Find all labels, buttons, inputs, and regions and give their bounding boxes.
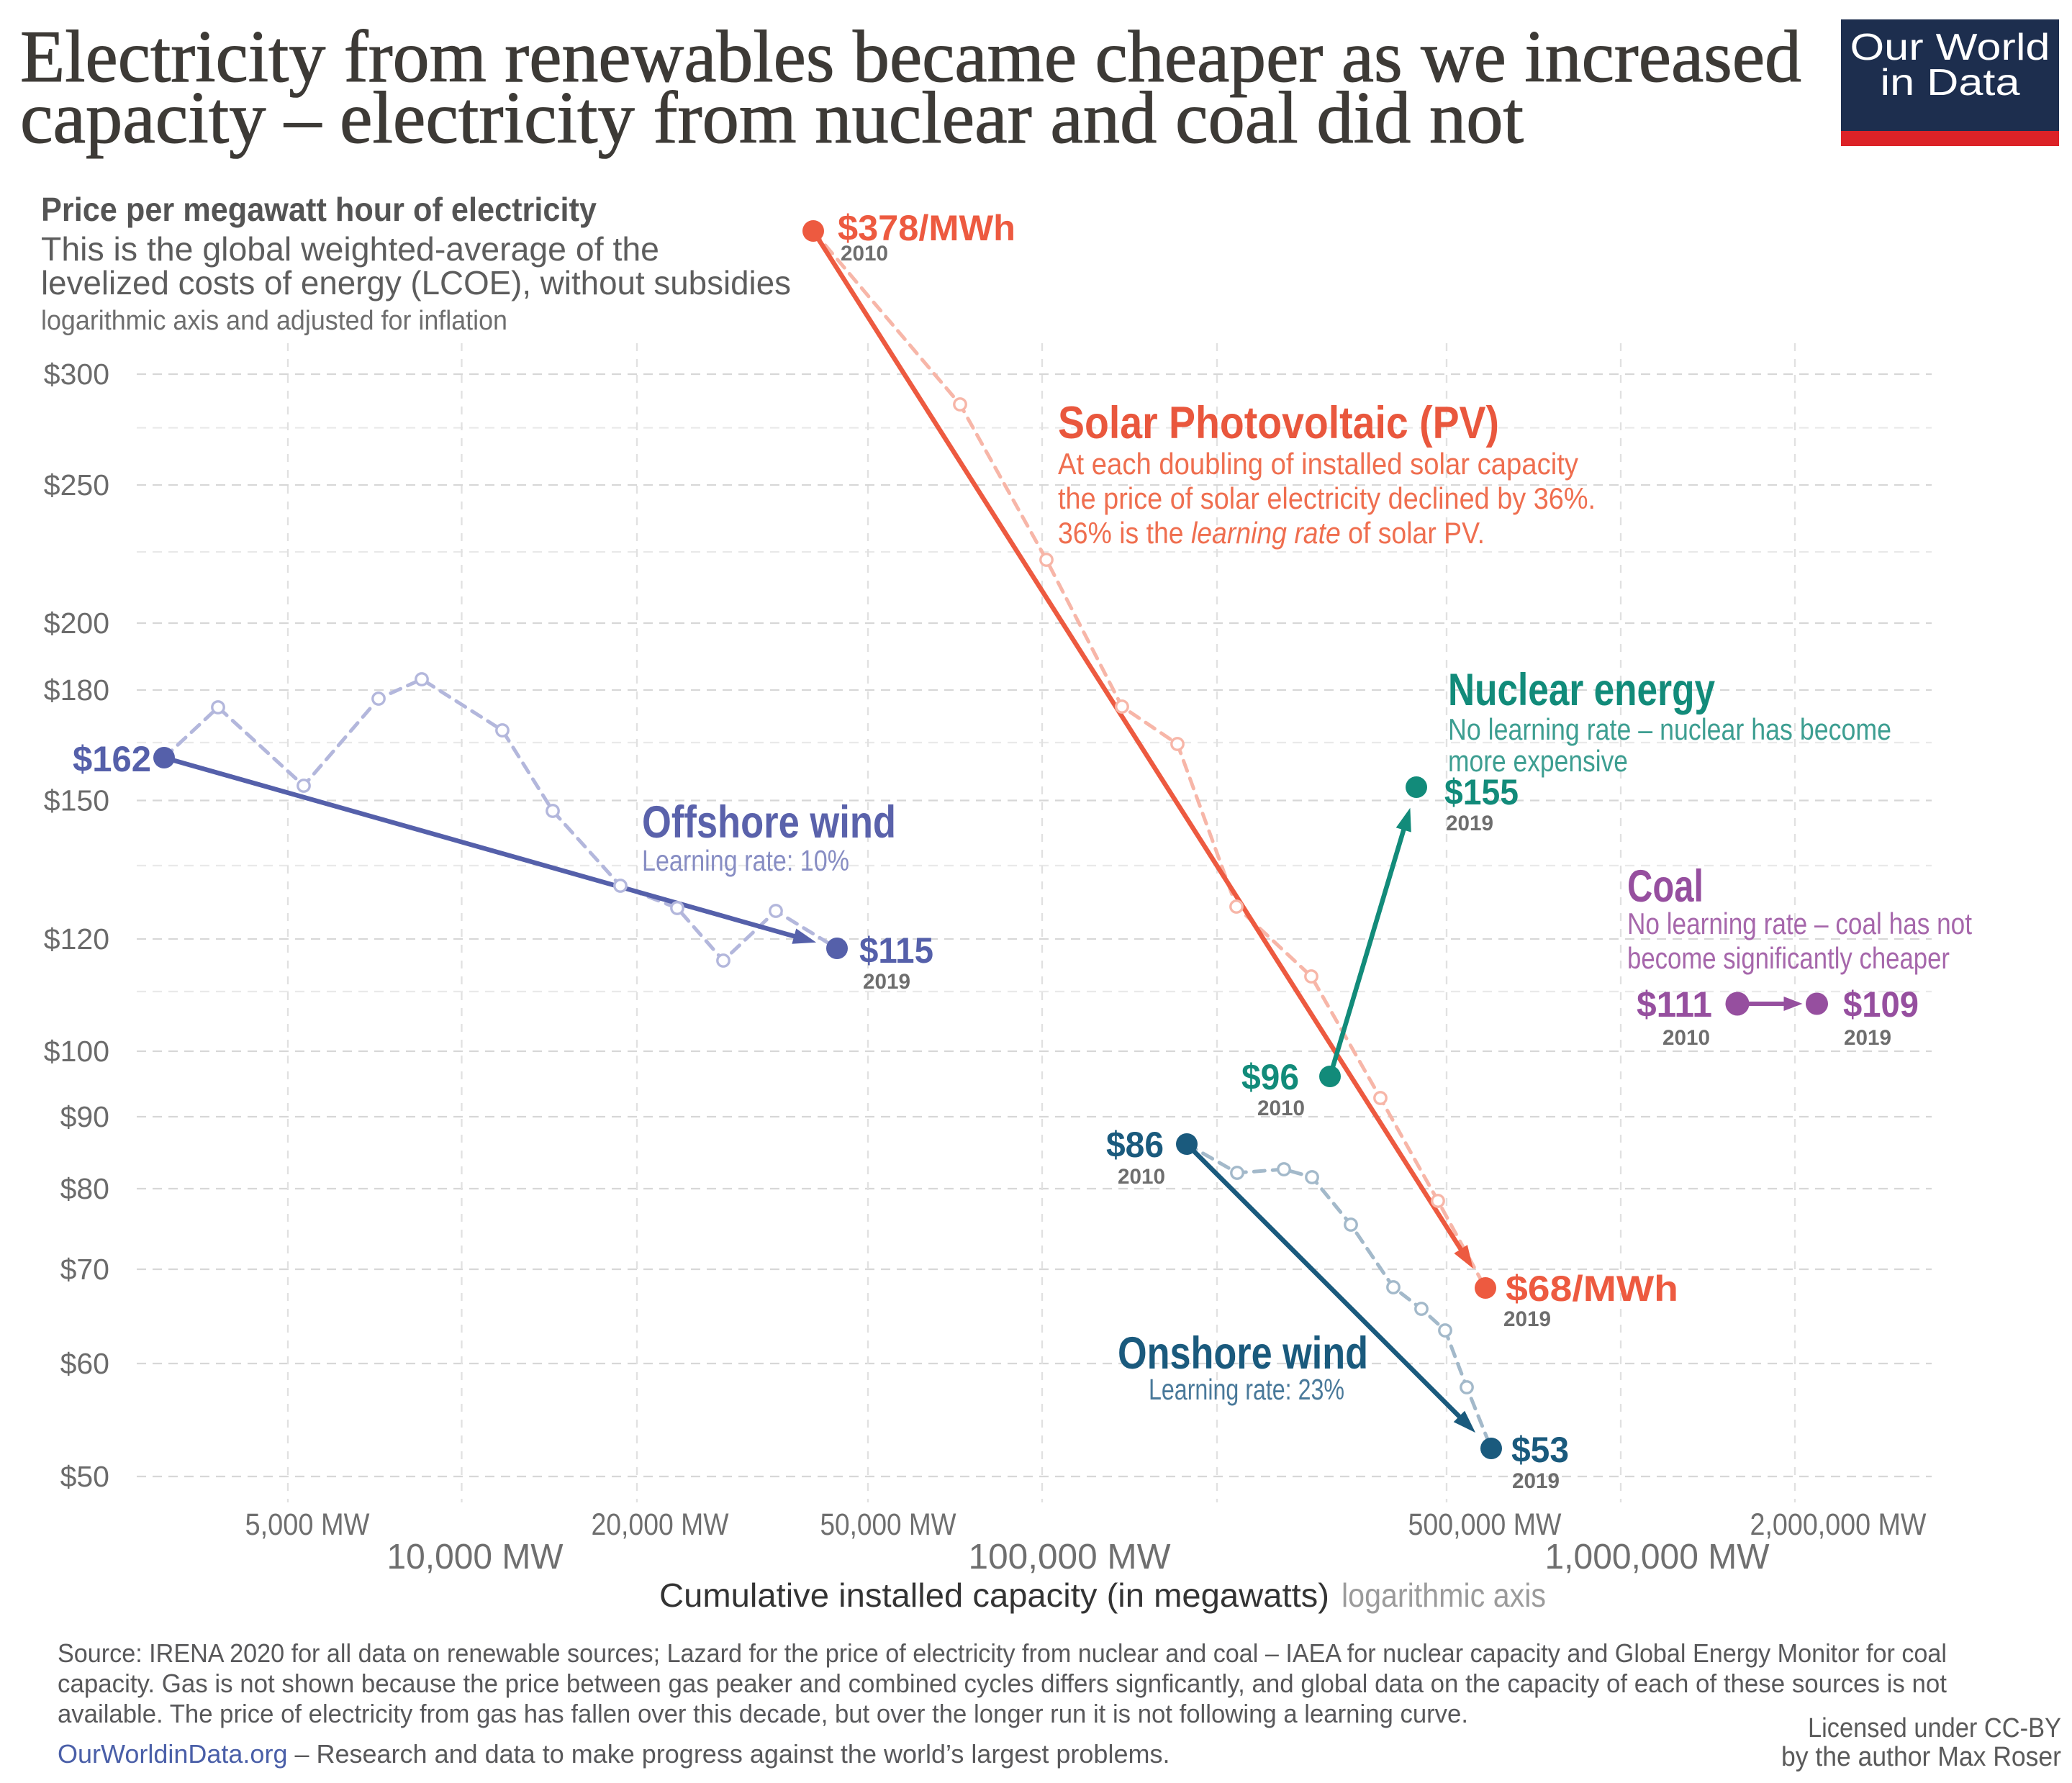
svg-text:the price of solar electricity: the price of solar electricity declined … (1058, 481, 1596, 515)
svg-text:more expensive: more expensive (1448, 744, 1628, 778)
svg-text:$162: $162 (73, 739, 151, 779)
svg-text:Price per megawatt hour of ele: Price per megawatt hour of electricity (41, 191, 597, 228)
svg-text:2010: 2010 (1257, 1097, 1305, 1120)
svg-text:Learning rate: 23%: Learning rate: 23% (1149, 1373, 1344, 1406)
svg-text:$86: $86 (1106, 1125, 1164, 1165)
svg-text:5,000 MW: 5,000 MW (245, 1507, 370, 1542)
svg-text:Solar Photovoltaic (PV): Solar Photovoltaic (PV) (1058, 398, 1499, 448)
svg-text:2010: 2010 (1118, 1165, 1165, 1189)
svg-text:$80: $80 (60, 1172, 109, 1205)
svg-text:capacity – electricity from nu: capacity – electricity from nuclear and … (20, 77, 1524, 159)
svg-text:logarithmic axis: logarithmic axis (1342, 1576, 1546, 1614)
svg-text:Coal: Coal (1627, 861, 1704, 912)
svg-text:Our World: Our World (1850, 27, 2050, 68)
svg-text:50,000 MW: 50,000 MW (820, 1507, 956, 1542)
svg-text:$250: $250 (44, 468, 109, 502)
svg-text:$100: $100 (44, 1035, 109, 1068)
svg-text:2010: 2010 (841, 242, 888, 266)
svg-text:$50: $50 (60, 1460, 109, 1493)
svg-text:Nuclear energy: Nuclear energy (1448, 665, 1715, 715)
svg-text:available. The price of electr: available. The price of electricity from… (58, 1699, 1468, 1728)
svg-text:logarithmic axis and adjusted: logarithmic axis and adjusted for inflat… (41, 306, 507, 336)
svg-text:levelized costs of energy (LCO: levelized costs of energy (LCOE), withou… (41, 264, 791, 301)
svg-text:Source: IRENA 2020 for all dat: Source: IRENA 2020 for all data on renew… (58, 1638, 1947, 1668)
svg-text:by the author Max Roser: by the author Max Roser (1781, 1742, 2061, 1772)
svg-text:100,000 MW: 100,000 MW (969, 1538, 1172, 1576)
svg-text:$111: $111 (1637, 984, 1712, 1025)
svg-text:Cumulative installed capacity: Cumulative installed capacity (in megawa… (659, 1576, 1329, 1614)
svg-text:$155: $155 (1444, 772, 1519, 812)
svg-text:2019: 2019 (863, 970, 910, 994)
svg-text:$150: $150 (44, 784, 109, 817)
svg-text:in Data: in Data (1881, 62, 2020, 104)
svg-text:$60: $60 (60, 1347, 109, 1380)
svg-text:Offshore wind: Offshore wind (642, 797, 896, 848)
svg-text:500,000 MW: 500,000 MW (1408, 1507, 1562, 1542)
svg-text:2019: 2019 (1844, 1026, 1891, 1050)
svg-text:$300: $300 (44, 358, 109, 391)
svg-text:No learning rate – coal has no: No learning rate – coal has not (1627, 907, 1972, 940)
svg-text:$53: $53 (1511, 1430, 1569, 1470)
svg-text:$90: $90 (60, 1100, 109, 1133)
svg-text:$180: $180 (44, 673, 109, 707)
svg-text:1,000,000 MW: 1,000,000 MW (1545, 1538, 1770, 1576)
svg-text:Electricity from renewables be: Electricity from renewables became cheap… (20, 16, 1801, 98)
svg-text:At each doubling of installed: At each doubling of installed solar capa… (1058, 447, 1578, 481)
svg-text:$200: $200 (44, 607, 109, 640)
svg-text:$96: $96 (1241, 1057, 1299, 1097)
svg-text:$378/MWh: $378/MWh (838, 208, 1015, 248)
svg-text:Onshore wind: Onshore wind (1118, 1328, 1368, 1379)
svg-text:Licensed under CC-BY: Licensed under CC-BY (1808, 1713, 2061, 1743)
svg-text:Learning rate: 10%: Learning rate: 10% (642, 844, 849, 877)
svg-text:$109: $109 (1843, 984, 1919, 1025)
svg-text:capacity. Gas is not shown bec: capacity. Gas is not shown because the p… (58, 1669, 1947, 1698)
svg-text:20,000 MW: 20,000 MW (592, 1507, 729, 1542)
svg-text:10,000 MW: 10,000 MW (387, 1538, 564, 1576)
svg-text:2,000,000 MW: 2,000,000 MW (1750, 1507, 1927, 1542)
svg-text:become significantly cheaper: become significantly cheaper (1627, 941, 1950, 975)
svg-text:2019: 2019 (1512, 1469, 1560, 1493)
svg-text:36% is the learning rate of so: 36% is the learning rate of solar PV. (1058, 516, 1485, 550)
svg-text:No learning rate – nuclear has: No learning rate – nuclear has become (1448, 712, 1891, 746)
svg-text:$68/MWh: $68/MWh (1506, 1269, 1678, 1309)
svg-text:OurWorldinData.org – Research: OurWorldinData.org – Research and data t… (58, 1739, 1170, 1769)
svg-text:$120: $120 (44, 922, 109, 956)
svg-text:2010: 2010 (1662, 1026, 1710, 1050)
svg-text:2019: 2019 (1446, 812, 1493, 835)
svg-text:This is the global weighted-av: This is the global weighted-average of t… (41, 230, 659, 268)
svg-text:$115: $115 (859, 930, 933, 971)
svg-text:$70: $70 (60, 1253, 109, 1286)
svg-text:2019: 2019 (1503, 1307, 1551, 1331)
